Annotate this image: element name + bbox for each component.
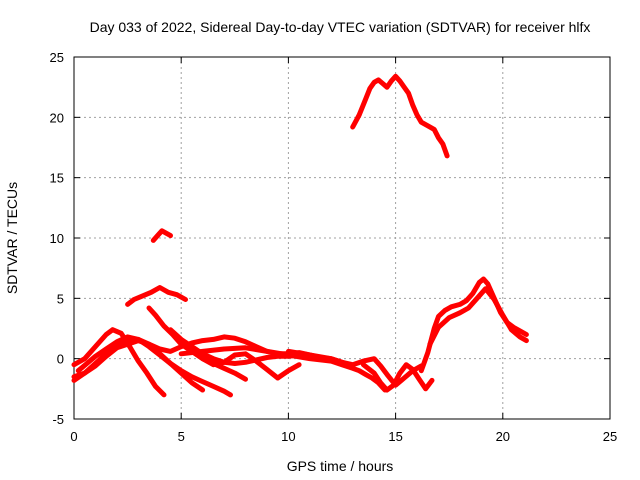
x-axis-label: GPS time / hours	[287, 458, 394, 474]
x-tick-label: 0	[70, 429, 77, 444]
series-line-4	[75, 334, 206, 393]
series-line-5	[125, 285, 188, 307]
chart-title: Day 033 of 2022, Sidereal Day-to-day VTE…	[90, 19, 591, 35]
y-axis-label: SDTVAR / TECUs	[4, 182, 20, 294]
y-tick-label: 10	[50, 231, 64, 246]
series-line-8	[178, 338, 302, 381]
y-tick-label: 0	[57, 352, 64, 367]
series-line-13	[350, 73, 450, 159]
series-line-10	[285, 348, 424, 388]
y-tick-label: 25	[50, 50, 64, 65]
data-series	[71, 73, 529, 398]
y-tick-label: 15	[50, 171, 64, 186]
series-line-12	[150, 228, 173, 243]
y-tick-label: 5	[57, 291, 64, 306]
x-tick-label: 20	[496, 429, 510, 444]
x-tick-label: 5	[178, 429, 185, 444]
series-line-15	[427, 286, 529, 347]
y-tick-label: -5	[52, 412, 64, 427]
series-line-2	[71, 327, 167, 398]
x-tick-label: 10	[281, 429, 295, 444]
x-tick-label: 25	[603, 429, 617, 444]
axis-ticks: 0 5 10 15 20 25 -5 0 5 10 15 20 25	[50, 50, 618, 444]
x-tick-label: 15	[388, 429, 402, 444]
grid-lines	[74, 57, 610, 419]
y-tick-label: 20	[50, 110, 64, 125]
series-line-11	[360, 362, 435, 393]
